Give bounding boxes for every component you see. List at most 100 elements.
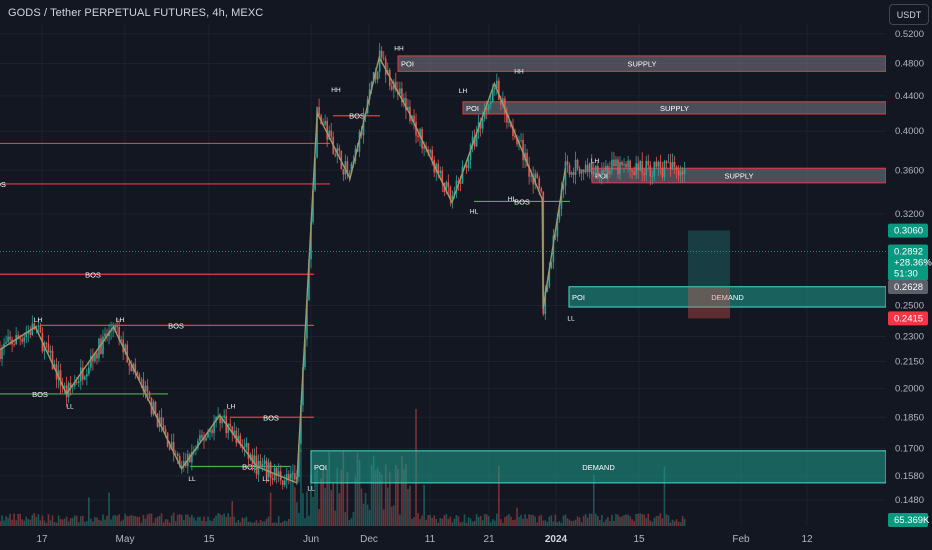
box-mid-price-text: 0.2628 [894, 282, 923, 293]
candle-body [261, 463, 264, 466]
volume-bar [423, 484, 425, 526]
volume-bar [386, 487, 389, 526]
volume-bar [372, 455, 375, 526]
volume-bar [453, 518, 456, 526]
candle-body [172, 441, 175, 455]
candle-body [25, 333, 28, 338]
volume-bar [522, 518, 524, 526]
volume-bar [259, 520, 262, 526]
volume-bar [90, 518, 92, 526]
volume-bar [407, 489, 409, 526]
candle-body [287, 474, 290, 479]
volume-bar [403, 469, 405, 526]
candle-body [126, 344, 129, 363]
candle-body [47, 343, 50, 353]
candle-body [599, 176, 601, 178]
volume-bar [126, 516, 129, 526]
volume-bar [306, 491, 308, 526]
volume-bar [193, 517, 195, 526]
volume-bar [245, 516, 248, 526]
volume-bar [445, 514, 448, 526]
candle-body [445, 182, 448, 193]
volume-bar [512, 519, 514, 526]
candle-body [467, 160, 470, 168]
volume-bar [532, 514, 534, 526]
volume-bar [601, 514, 603, 526]
candle-body [671, 161, 674, 170]
volume-bar [187, 514, 189, 526]
candle-body [639, 160, 642, 171]
candle-body [584, 164, 587, 173]
volume-bar [395, 465, 397, 526]
candle-body [413, 115, 415, 122]
volume-bar [86, 521, 88, 526]
candle-body [683, 169, 686, 175]
candle-body [350, 163, 353, 174]
volume-bar [427, 515, 429, 526]
candle-body [548, 268, 551, 287]
volume-bar [417, 513, 419, 526]
price-tick-label: 0.5200 [895, 29, 924, 40]
volume-bar [168, 522, 171, 526]
candle-body [487, 104, 490, 111]
volume-bar [13, 513, 15, 526]
candle-body [441, 170, 444, 184]
bos-label: BOS [0, 180, 6, 189]
price-tick-label: 0.4400 [895, 91, 924, 102]
candle-body [253, 455, 256, 464]
volume-bar [550, 515, 553, 526]
candle-body [269, 462, 272, 479]
volume-bar [540, 514, 543, 526]
price-tick-label: 0.1480 [895, 495, 924, 506]
volume-bar [322, 466, 324, 526]
candle-body [552, 235, 555, 263]
volume-bar [324, 487, 326, 526]
candle-body [300, 405, 302, 444]
volume-bar [647, 513, 650, 526]
volume-bar [641, 514, 644, 526]
price-tick-label: 0.1700 [895, 444, 924, 455]
volume-bar [393, 505, 395, 526]
volume-bar [37, 514, 40, 526]
candle-body [29, 331, 32, 335]
candle-body [197, 440, 199, 449]
candle-body [209, 429, 211, 433]
volume-bar [225, 516, 227, 526]
candle-body [504, 98, 506, 114]
volume-bar [195, 520, 197, 526]
candle-body [471, 136, 474, 145]
zone-type-label: SUPPLY [660, 104, 689, 113]
structure-label: HL [470, 209, 479, 216]
candle-body [582, 169, 585, 173]
candle-body [233, 430, 236, 434]
volume-bar [382, 509, 385, 526]
candle-body [560, 189, 563, 209]
structure-label: LH [591, 158, 600, 165]
price-tick-label: 0.2300 [895, 331, 924, 342]
volume-bar [142, 514, 145, 526]
candle-body [570, 172, 573, 175]
candle-body [3, 343, 5, 348]
volume-bar [23, 520, 26, 526]
volume-bar [164, 519, 167, 526]
volume-bar [421, 515, 423, 526]
chart-title: GODS / Tether PERPETUAL FUTURES, 4h, MEX… [8, 7, 264, 19]
volume-bar [596, 515, 599, 526]
candle-body [102, 336, 104, 354]
volume-bar [253, 522, 256, 526]
candle-body [65, 385, 68, 398]
volume-bar [558, 520, 561, 526]
candle-body [259, 460, 262, 466]
volume-bar [102, 514, 104, 526]
candle-body [526, 152, 528, 166]
price-tick-label: 0.2500 [895, 301, 924, 312]
currency-button[interactable]: USDT [889, 4, 929, 25]
volume-bar [487, 516, 490, 526]
candle-body [465, 165, 468, 168]
candle-body [475, 132, 478, 147]
candle-body [603, 170, 605, 172]
candle-body [33, 323, 36, 330]
volume-bar [29, 519, 32, 526]
bos-label: BOS [242, 463, 258, 472]
